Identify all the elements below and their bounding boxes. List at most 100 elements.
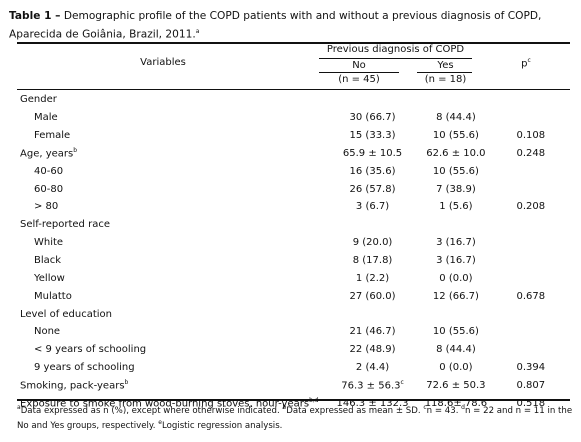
table-row: None 21 (46.7) 10 (55.6) <box>17 323 570 341</box>
table-row: Yellow 1 (2.2) 0 (0.0) <box>17 269 570 287</box>
row-label: 40-60 <box>34 165 64 177</box>
table-row: Male 30 (66.7) 8 (44.4) <box>17 109 570 127</box>
cell-p: 0.248 <box>516 147 546 159</box>
table-row: 40-60 16 (35.6) 10 (55.6) <box>17 162 570 180</box>
caption-sup: a <box>195 28 200 35</box>
cell-no <box>325 91 420 109</box>
row-label: None <box>34 326 61 338</box>
cell-p: 0.394 <box>516 362 546 374</box>
top-rule <box>17 42 570 44</box>
cell-no: 26 (57.8) <box>349 183 396 195</box>
cell-p: 0.678 <box>516 290 546 302</box>
cell-no: 30 (66.7) <box>349 112 396 124</box>
header-yes: Yes <box>437 60 454 71</box>
cell-yes: 10 (55.6) <box>432 165 479 177</box>
cell-p <box>492 91 570 109</box>
table-row: Smoking, pack-yearsb 76.3 ± 56.3c 72.6 ± 5… <box>17 377 570 395</box>
table-row: Female 15 (33.3) 10 (55.6) 0.108 <box>17 127 570 145</box>
cell-yes: 3 (16.7) <box>436 255 476 267</box>
cell-p: 0.807 <box>516 379 546 391</box>
caption-label: Table 1 – <box>9 10 61 22</box>
table-row: Self-reported race <box>17 216 570 234</box>
cell-yes: 72.6 ± 50.3 <box>426 379 486 391</box>
table-row: Age, yearsb 65.9 ± 10.5 62.6 ± 10.0 0.248 <box>17 145 570 163</box>
table-row: 60-80 26 (57.8) 7 (38.9) <box>17 180 570 198</box>
cell-yes: 0 (0.0) <box>439 362 473 374</box>
row-label: 60-80 <box>34 183 64 195</box>
cell-no: 146.3 ± 132.3 <box>336 397 409 409</box>
cell-no: 2 (4.4) <box>355 362 390 374</box>
cell-p <box>492 109 570 127</box>
cell-p: 0.108 <box>516 130 546 142</box>
row-label: < 9 years of schooling <box>34 344 147 356</box>
cell-no: 65.9 ± 10.5 <box>342 147 403 159</box>
cell-no: 8 (17.8) <box>352 255 393 267</box>
cell-p <box>492 162 570 180</box>
row-label: Mulatto <box>34 290 72 302</box>
bottom-rule <box>17 399 570 401</box>
cell-no <box>325 216 420 234</box>
table-row: Gender <box>17 91 570 109</box>
cell-yes: 118.6± 78.6 <box>424 397 488 409</box>
table-row: < 9 years of schooling 22 (48.9) 8 (44.4) <box>17 341 570 359</box>
header-rule <box>17 89 570 90</box>
cell-p <box>492 305 570 323</box>
cell-no: 22 (48.9) <box>349 344 396 356</box>
cell-yes: 62.6 ± 10.0 <box>426 147 486 159</box>
cell-p <box>492 216 570 234</box>
table-row: > 80 3 (6.7) 1 (5.6) 0.208 <box>17 198 570 216</box>
cell-p <box>492 323 570 341</box>
data-table: Gender Male 30 (66.7) 8 (44.4) Female 15 (33.… <box>17 91 570 412</box>
row-label: 9 years of schooling <box>34 362 135 374</box>
header-p: pc <box>521 57 531 70</box>
table-caption: Table 1 – Demographic profile of the COP… <box>9 9 575 43</box>
row-label: Female <box>34 130 71 142</box>
table-row: Mulatto 27 (60.0) 12 (66.7) 0.678 <box>17 287 570 305</box>
yes-rule <box>417 72 472 73</box>
cell-no: 3 (6.7) <box>355 201 390 213</box>
cell-p <box>492 252 570 270</box>
cell-p <box>492 269 570 287</box>
header-no: No <box>352 60 366 71</box>
cell-yes: 8 (44.4) <box>436 112 476 124</box>
table-row: Black 8 (17.8) 3 (16.7) <box>17 252 570 270</box>
no-rule <box>319 72 399 73</box>
row-label: Age, yearsb <box>20 147 78 160</box>
cell-p <box>492 341 570 359</box>
row-label: > 80 <box>34 201 59 213</box>
cell-no: 9 (20.0) <box>352 237 393 249</box>
cell-yes <box>420 91 491 109</box>
row-label: Level of education <box>20 308 113 320</box>
header-variables: Variables <box>140 57 186 68</box>
cell-yes: 10 (55.6) <box>432 326 479 338</box>
row-label: Smoking, pack-yearsb <box>20 379 129 392</box>
cell-yes: 1 (5.6) <box>439 201 473 213</box>
group-rule <box>319 58 472 59</box>
cell-yes: 10 (55.6) <box>432 130 479 142</box>
table-row: Level of education <box>17 305 570 323</box>
table-row: White 9 (20.0) 3 (16.7) <box>17 234 570 252</box>
cell-no: 16 (35.6) <box>349 165 396 177</box>
row-label: Self-reported race <box>20 219 110 231</box>
cell-p <box>492 180 570 198</box>
cell-no: 1 (2.2) <box>355 272 390 284</box>
row-label: Yellow <box>34 272 65 284</box>
cell-yes: 3 (16.7) <box>436 237 476 249</box>
row-label: Male <box>34 112 58 124</box>
cell-p <box>492 234 570 252</box>
cell-no <box>325 305 420 323</box>
row-label: Black <box>34 255 62 267</box>
cell-yes <box>420 216 491 234</box>
table-footnote: aData expressed as n (%), except where o… <box>17 404 573 432</box>
table-row: 9 years of schooling 2 (4.4) 0 (0.0) 0.394 <box>17 359 570 377</box>
cell-no: 27 (60.0) <box>349 290 396 302</box>
cell-no: 21 (46.7) <box>349 326 396 338</box>
cell-yes <box>420 305 491 323</box>
cell-yes: 12 (66.7) <box>432 290 479 302</box>
header-group: Previous diagnosis of COPD <box>326 44 465 55</box>
row-label: Gender <box>20 94 57 106</box>
cell-no: 76.3 ± 56.3c <box>341 379 404 392</box>
header-n-no: (n = 45) <box>338 74 380 85</box>
cell-yes: 7 (38.9) <box>436 183 476 195</box>
